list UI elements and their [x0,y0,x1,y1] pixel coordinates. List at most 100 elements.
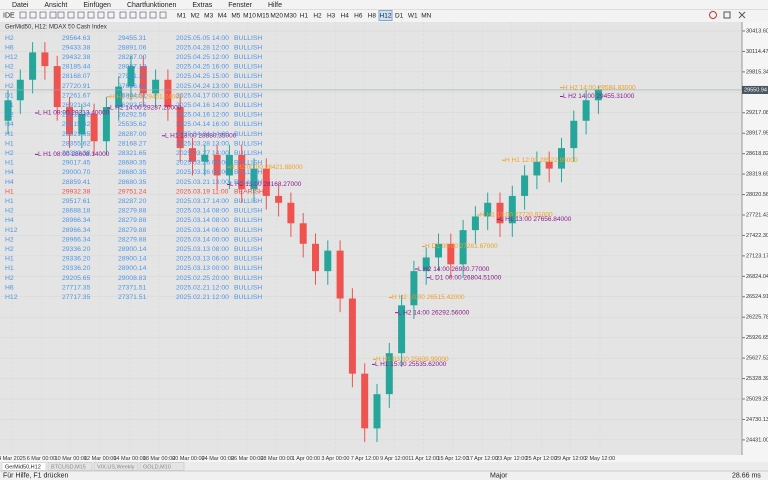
menu-item[interactable]: Datei [12,2,29,9]
x-tick-label: 11 Apr 12:00 [408,456,439,462]
table-cell: 28279.88 [118,227,147,234]
toolbar-icon[interactable] [39,11,47,19]
tab-label[interactable]: VIX.US,Weekly [97,464,135,470]
toolbar-icon[interactable] [139,11,147,19]
timeframe-label[interactable]: H12 [380,13,392,20]
menu-item[interactable]: Fenster [228,2,252,9]
timeframe-label[interactable]: D1 [395,13,404,20]
table-cell: 28185.44 [62,64,91,71]
x-tick-label: 17 Apr 12:00 [467,456,498,462]
table-cell: H1 [5,198,14,205]
toolbar-icon[interactable] [49,11,57,19]
candle-body [225,154,233,176]
table-cell: BULLISH [234,35,262,42]
table-cell: 2025.04.04 14:00 [176,131,229,138]
timeframe-label[interactable]: H3 [327,13,336,20]
toolbar-icon[interactable] [149,11,157,19]
tab[interactable] [47,462,93,471]
table-cell: BULLISH [234,179,262,186]
x-tick-label: 10 Mar 00:00 [55,456,87,462]
toolbar-icon[interactable] [87,11,95,19]
table-cell: 27717.35 [62,284,91,291]
timeframe-label[interactable]: M4 [218,13,227,20]
table-cell: BULLISH [234,92,262,99]
timeframe-label[interactable]: W1 [408,13,418,20]
candle-body [115,86,123,108]
timeframe-label[interactable]: M10 [243,13,256,20]
time-axis-bg [0,455,768,462]
timeframe-label[interactable]: H8 [368,13,377,20]
menu-item[interactable]: Hilfe [268,2,282,9]
table-cell: 29336.20 [62,246,91,253]
menu-item[interactable]: Ansicht [44,2,67,9]
tab-label[interactable]: GOLD,M10 [143,464,171,470]
candle-body [324,250,332,272]
table-cell: 29205.65 [62,275,91,282]
table-cell: 2025.03.26 00:00 [176,169,229,176]
tab-label[interactable]: BTCUSD,M15 [51,464,86,470]
annotation: L H2 14:00 26292.56000 [398,309,470,316]
current-price-box [742,85,768,94]
timeframe-label[interactable]: M1 [177,13,186,20]
x-tick-label: 9 Apr 12:00 [380,456,408,462]
ide-button[interactable]: IDE [3,12,15,19]
table-cell: 28279.88 [118,208,147,215]
candle-body [287,202,295,224]
timeframe-button[interactable] [378,10,393,21]
toolbar-icon[interactable] [97,11,105,19]
candle-body [152,79,160,94]
table-cell: 28321.65 [62,131,91,138]
candle-body [90,113,98,142]
candle-body [78,113,86,135]
toolbar-icon[interactable] [67,11,75,19]
y-tick-label: 27123.17 [746,253,768,259]
toolbar-icon[interactable] [29,11,37,19]
table-cell: BULLISH [234,256,262,263]
table-cell: 2025.03.21 13:00 [176,179,229,186]
candle-body [545,161,553,169]
table-cell: 2025.04.25 16:00 [176,64,229,71]
timeframe-label[interactable]: H1 [300,13,309,20]
toolbar-icon[interactable] [129,11,137,19]
menu-item[interactable]: Einfügen [83,2,111,9]
table-cell: 2025.04.17 00:00 [176,92,229,99]
toolbar-icon[interactable] [77,11,85,19]
x-tick-label: 20 Mar 00:00 [172,456,204,462]
tabs-bg [0,462,768,471]
table-cell: 28688.18 [62,208,91,215]
x-tick-label: 26 Mar 00:00 [231,456,263,462]
table-cell: 29517.61 [62,198,91,205]
icon[interactable] [723,11,731,19]
table-cell: 28966.34 [62,227,91,234]
timeframe-label[interactable]: M2 [191,13,200,20]
table-cell: 28900.14 [118,265,147,272]
timeframe-label[interactable]: M5 [231,13,240,20]
toolbar-icon[interactable] [107,11,115,19]
tab-label[interactable]: GerMid50,H12 [5,464,41,470]
timeframe-label[interactable]: H2 [313,13,322,20]
y-tick-label: 26824.04 [746,274,768,280]
toolbar-icon[interactable] [57,11,65,19]
toolbar-icon[interactable] [159,11,167,19]
menu-item[interactable]: Extras [192,2,212,9]
menu-item[interactable]: Chartfunktionen [127,2,177,9]
timeframe-label[interactable]: H4 [341,13,350,20]
x-tick-label: 23 Apr 12:00 [496,456,527,462]
timeframe-label[interactable]: MN [421,13,431,20]
timeframe-label[interactable]: H6 [354,13,363,20]
toolbar-icon[interactable] [119,11,127,19]
toolbar-icon[interactable] [19,11,27,19]
tab[interactable] [93,462,139,471]
y-tick-label: 24431.00 [746,437,768,443]
candle-body [189,148,196,162]
tab[interactable] [139,462,185,471]
timeframe-label[interactable]: M20 [270,13,283,20]
table-cell: 2025.03.28 13:00 [176,140,229,147]
tab[interactable] [1,462,47,471]
icon[interactable] [709,11,717,19]
timeframe-label[interactable]: M30 [284,13,297,20]
icon[interactable] [738,11,746,19]
table-cell: 2025.03.26 08:00 [176,160,229,167]
timeframe-label[interactable]: M3 [204,13,213,20]
timeframe-label[interactable]: M15 [257,13,270,20]
